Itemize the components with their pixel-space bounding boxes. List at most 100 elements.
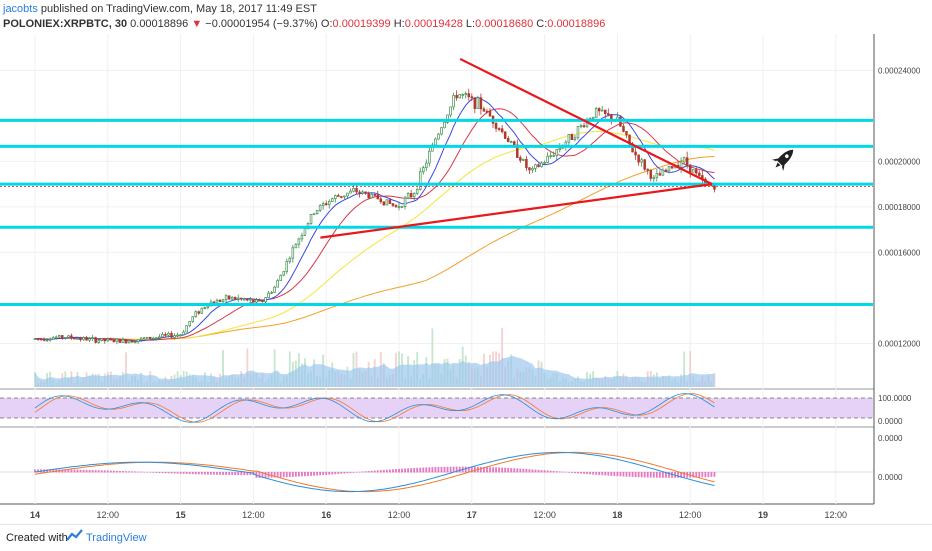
candle-body bbox=[170, 333, 173, 338]
macd-histogram-bar bbox=[37, 469, 39, 473]
price-chart[interactable]: 0.000218030.000206580.000189990.00017107… bbox=[0, 34, 932, 524]
macd-histogram-bar bbox=[555, 471, 558, 473]
macd-histogram-bar bbox=[425, 467, 428, 473]
candle-body bbox=[449, 106, 452, 116]
symbol-label: POLONIEX:XRPBTC, 30 bbox=[3, 18, 128, 30]
macd-histogram-bar bbox=[407, 468, 410, 473]
author-link[interactable]: jacobts bbox=[3, 3, 38, 15]
candle-body bbox=[652, 176, 656, 179]
macd-histogram-bar bbox=[455, 466, 458, 473]
macd-histogram-bar bbox=[655, 472, 658, 478]
candle-body bbox=[152, 337, 155, 340]
macd-histogram-bar bbox=[261, 472, 264, 478]
stoch-top-label: 100.0000 bbox=[878, 394, 912, 403]
candle-body bbox=[142, 337, 146, 340]
candle-body bbox=[42, 338, 46, 341]
macd-histogram-bar bbox=[367, 471, 370, 473]
candle-body bbox=[124, 339, 128, 344]
candle-body bbox=[288, 257, 292, 262]
macd-histogram-bar bbox=[316, 472, 319, 476]
macd-histogram-bar bbox=[464, 466, 467, 473]
macd-top-label: 0.0000 bbox=[878, 434, 903, 443]
macd-histogram-bar bbox=[52, 469, 55, 473]
macd-histogram-bar bbox=[85, 469, 88, 473]
candle-body bbox=[637, 154, 640, 163]
macd-histogram-bar bbox=[528, 469, 531, 473]
macd-histogram-bar bbox=[625, 472, 628, 477]
candle-body bbox=[261, 300, 264, 303]
tradingview-logo-icon bbox=[66, 529, 83, 541]
macd-histogram-bar bbox=[328, 472, 331, 475]
macd-histogram-bar bbox=[589, 472, 592, 475]
ohlc-high-label: H: bbox=[393, 18, 405, 30]
candle-body bbox=[173, 335, 176, 338]
macd-histogram-bar bbox=[203, 472, 206, 475]
macd-histogram-bar bbox=[234, 472, 237, 476]
macd-histogram-bar bbox=[668, 472, 670, 478]
candle-body bbox=[367, 193, 370, 199]
tradingview-brand-link[interactable]: TradingView bbox=[86, 532, 147, 544]
macd-histogram-bar bbox=[410, 468, 413, 473]
candle-body bbox=[197, 311, 201, 314]
volume-bar bbox=[689, 351, 692, 387]
macd-histogram-bar bbox=[279, 472, 282, 478]
time-tick-label: 12:00 bbox=[825, 510, 848, 520]
candle-body bbox=[227, 295, 231, 300]
candle-body bbox=[555, 149, 558, 156]
macd-pane bbox=[0, 451, 873, 493]
macd-histogram-bar bbox=[34, 469, 36, 473]
macd-histogram-bar bbox=[489, 467, 491, 473]
macd-histogram-bar bbox=[604, 472, 607, 476]
macd-histogram-bar bbox=[710, 472, 713, 477]
macd-histogram-bar bbox=[540, 470, 543, 473]
macd-histogram-bar bbox=[370, 470, 373, 473]
candle-body bbox=[206, 305, 210, 308]
candle-body bbox=[282, 271, 285, 276]
macd-histogram-bar bbox=[79, 469, 82, 473]
macd-histogram-bar bbox=[501, 467, 504, 473]
triangle-lower-line bbox=[320, 183, 713, 239]
candle-body bbox=[579, 125, 583, 128]
macd-histogram-bar bbox=[249, 472, 252, 476]
candle-body bbox=[513, 141, 516, 146]
macd-histogram-bar bbox=[152, 472, 155, 473]
macd-histogram-bar bbox=[185, 472, 188, 474]
macd-histogram-bar bbox=[613, 472, 616, 476]
candle-body bbox=[54, 336, 58, 339]
macd-histogram-bar bbox=[510, 468, 513, 473]
footer: Created with TradingView bbox=[0, 524, 932, 551]
last-price: 0.00018896 bbox=[130, 18, 189, 30]
macd-histogram-bar bbox=[695, 472, 698, 478]
candle-body bbox=[203, 307, 207, 309]
candle-body bbox=[200, 307, 204, 314]
candle-body bbox=[406, 193, 410, 199]
macd-histogram-bar bbox=[428, 467, 431, 473]
ohlc-low-label: L: bbox=[465, 18, 476, 30]
macd-histogram-bar bbox=[595, 472, 598, 475]
candle-body bbox=[355, 188, 358, 193]
candle-body bbox=[139, 337, 143, 341]
candle-body bbox=[470, 96, 474, 99]
macd-line bbox=[34, 451, 715, 493]
candle-body bbox=[103, 338, 107, 342]
candle-body bbox=[76, 338, 79, 340]
macd-histogram-bar bbox=[558, 471, 561, 473]
candle-body bbox=[373, 194, 376, 196]
price-tick-label: 0.00018000 bbox=[878, 203, 921, 212]
macd-histogram-bar bbox=[237, 472, 240, 476]
candle-body bbox=[452, 95, 455, 108]
candle-body bbox=[646, 168, 649, 171]
macd-histogram-bar bbox=[692, 472, 695, 478]
candle-body bbox=[327, 201, 331, 206]
candle-body bbox=[337, 195, 340, 197]
macd-histogram-bar bbox=[665, 472, 667, 478]
macd-histogram-bar bbox=[70, 469, 73, 473]
macd-histogram-bar bbox=[94, 470, 97, 473]
candle-body bbox=[312, 213, 316, 216]
macd-histogram-bar bbox=[64, 469, 67, 473]
macd-histogram-bar bbox=[307, 472, 309, 477]
candle-body bbox=[540, 162, 543, 168]
candle-body bbox=[607, 113, 610, 115]
macd-histogram-bar bbox=[140, 471, 143, 473]
macd-histogram-bar bbox=[522, 468, 525, 473]
